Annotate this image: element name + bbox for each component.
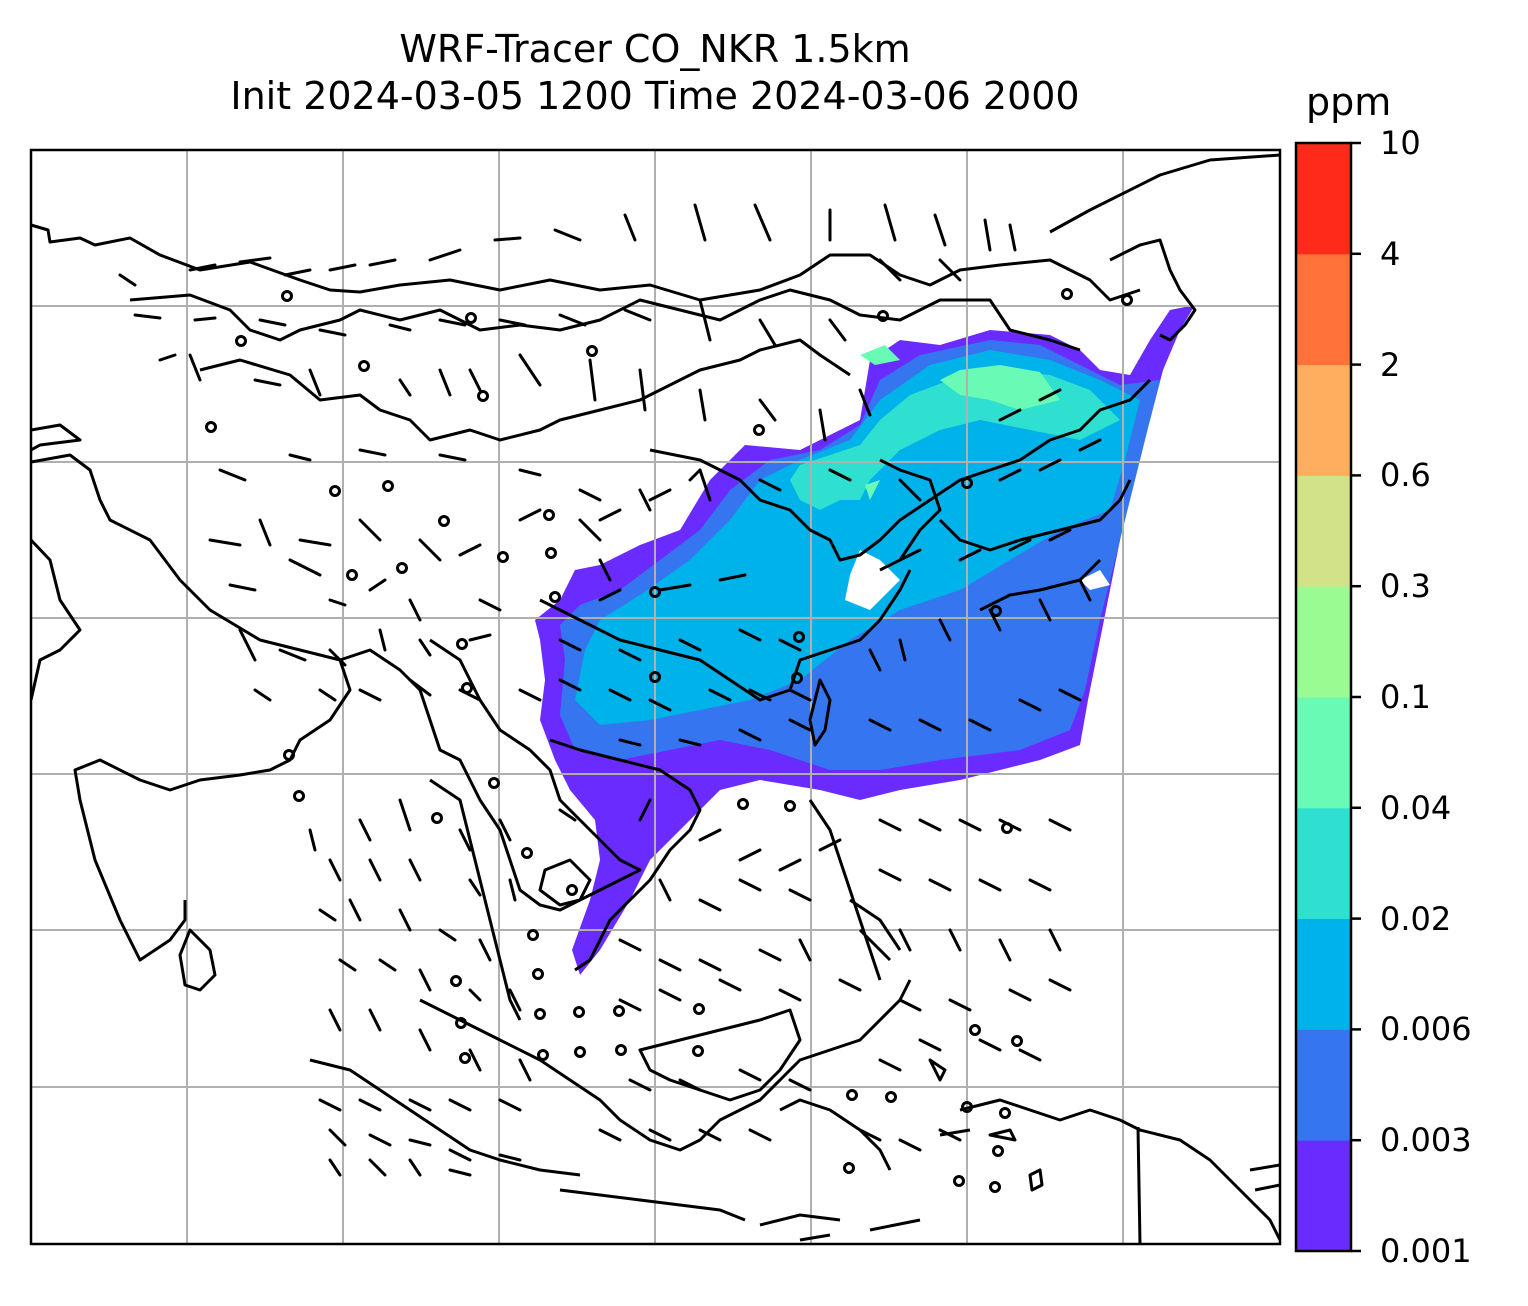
colorbar-tick-label: 10	[1380, 124, 1421, 162]
gridlines	[31, 150, 1280, 1244]
colorbar-swatch	[1296, 143, 1351, 255]
colorbar-swatch	[1296, 253, 1351, 366]
colorbar-swatch	[1296, 1029, 1351, 1141]
colorbar-tick-label: 0.1	[1380, 678, 1431, 716]
chart-title: WRF-Tracer CO_NKR 1.5km Init 2024-03-05 …	[30, 26, 1280, 120]
colorbar-tick-label: 0.001	[1380, 1232, 1472, 1270]
colorbar-swatch	[1296, 586, 1351, 698]
wind-barbs	[118, 203, 1102, 1177]
colorbar-swatch	[1296, 918, 1351, 1030]
colorbar-tick-label: 0.6	[1380, 456, 1431, 495]
map-frame	[29, 148, 1282, 1246]
colorbar	[1294, 141, 1361, 1253]
colorbar-swatch	[1296, 807, 1351, 920]
coastlines	[31, 153, 1280, 1244]
colorbar-tick-label: 0.3	[1380, 567, 1431, 606]
colorbar-unit-label: ppm	[1306, 80, 1392, 124]
colorbar-tick-label: 4	[1380, 234, 1401, 273]
title-line-2: Init 2024-03-05 1200 Time 2024-03-06 200…	[230, 74, 1080, 118]
map-area	[31, 150, 1280, 1244]
plume-level-5	[860, 345, 1060, 500]
colorbar-tick-label: 2	[1380, 345, 1401, 384]
calm-markers	[205, 288, 1133, 1193]
colorbar-swatch	[1296, 475, 1351, 587]
title-line-1: WRF-Tracer CO_NKR 1.5km	[399, 27, 911, 71]
colorbar-swatch	[1296, 1140, 1351, 1252]
colorbar-tick-label: 0.003	[1380, 1121, 1472, 1160]
plume-level-3	[575, 350, 1140, 725]
colorbar-tick-label: 0.04	[1380, 788, 1452, 827]
colorbar-tick-label: 0.006	[1380, 1010, 1472, 1049]
colorbar-swatch	[1296, 697, 1351, 809]
colorbar-swatch	[1296, 364, 1351, 476]
colorbar-tick-label: 0.02	[1380, 899, 1452, 938]
